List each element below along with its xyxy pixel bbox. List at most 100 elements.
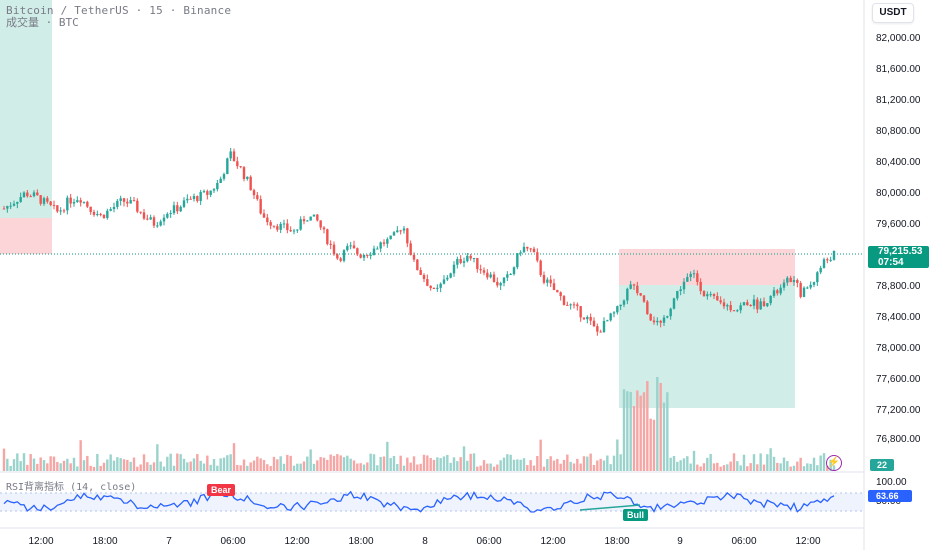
candle-body [152,217,156,226]
candle-body [782,282,786,288]
volume-bar [789,466,792,471]
candle-body [76,200,79,203]
price-tick: 77,200.00 [876,405,921,416]
long-position-loss-zone[interactable] [0,218,52,254]
volume-bar [749,463,752,471]
candle-body [792,280,796,283]
lightning-icon[interactable]: ⚡ [826,455,842,471]
rsi-legend[interactable]: RSI背离指标 (14, close) [6,482,137,493]
candle-body [822,259,826,268]
volume-bar [239,465,242,471]
candle-body [96,214,99,216]
volume-bar [386,441,389,471]
volume-bar [232,443,236,471]
candle-body [202,191,206,193]
candle-body [529,248,532,250]
volume-bar [419,463,422,471]
volume-bar [756,464,759,471]
candle-body [466,255,469,262]
candle-body [236,161,239,167]
candle-body [776,290,779,294]
long-position-profit-zone[interactable] [619,285,795,408]
volume-bar [39,457,42,471]
candle-body [299,219,302,230]
candle-body [532,248,536,253]
candle-body [156,225,159,227]
candle-body [592,320,596,327]
candle-body [316,214,319,221]
volume-bar [206,455,209,471]
candle-body [646,301,649,315]
candle-body [572,304,576,306]
volume-bar [462,446,466,471]
current-price-label: 79,215.53 07:54 [868,246,929,268]
volume-bar [269,466,272,471]
volume-bar [52,456,56,471]
price-tick: 76,800.00 [876,434,921,445]
candle-body [702,291,706,297]
candle-body [42,198,46,204]
candle-body [372,248,376,255]
candle-body [616,306,619,313]
volume-bar [699,466,702,471]
volume-bar [19,461,22,471]
volume-bar [326,459,329,471]
long-position-loss-zone[interactable] [619,249,795,285]
volume-bar [796,461,799,471]
candle-body [489,274,492,278]
volume-bar [129,461,132,471]
candle-body [239,166,242,168]
current-price-value: 79,215.53 [878,246,923,257]
candle-body [176,205,179,212]
volume-bar [696,464,699,471]
price-tick: 78,800.00 [876,281,921,292]
volume-bar [126,459,129,471]
volume-bar [726,464,729,471]
candle-body [696,273,699,282]
price-tick: 78,000.00 [876,343,921,354]
volume-bar [96,453,99,471]
volume-bar [576,458,579,471]
candle-body [462,261,466,263]
candlesticks[interactable] [2,147,836,336]
candle-body [596,326,599,332]
candle-body [509,274,512,276]
candle-body [232,151,236,162]
candle-body [369,254,372,256]
candle-body [246,176,249,180]
candle-body [826,259,829,261]
price-tick: 80,000.00 [876,188,921,199]
candle-body [706,294,709,297]
candle-body [336,254,339,259]
volume-bar [202,463,206,471]
candle-body [676,290,679,299]
volume-bar [362,464,366,471]
candle-body [12,203,16,206]
volume-bar [309,449,312,471]
candle-body [456,258,459,265]
candle-body [52,204,56,206]
candle-body [606,320,609,322]
bull-divergence-line [579,504,641,511]
long-position-profit-zone[interactable] [0,0,52,218]
candle-body [756,299,759,310]
volume-bar [489,463,492,471]
volume-bar [22,453,26,471]
currency-button[interactable]: USDT [872,3,914,23]
volume-legend[interactable]: 成交量 · BTC [6,16,79,29]
candle-body [672,298,676,309]
volume-bar [709,453,712,471]
candle-body [472,257,476,259]
volume-bar [802,466,806,471]
candle-body [46,198,49,202]
candle-body [26,192,29,197]
volume-bar [676,461,679,471]
volume-bar [162,466,166,471]
volume-bar [346,455,349,471]
symbol-legend[interactable]: Bitcoin / TetherUS · 15 · Binance [6,4,232,17]
volume-bar [359,463,362,471]
bar-countdown: 07:54 [878,257,904,268]
volume-bar [779,463,782,471]
volume-bar [32,458,36,471]
